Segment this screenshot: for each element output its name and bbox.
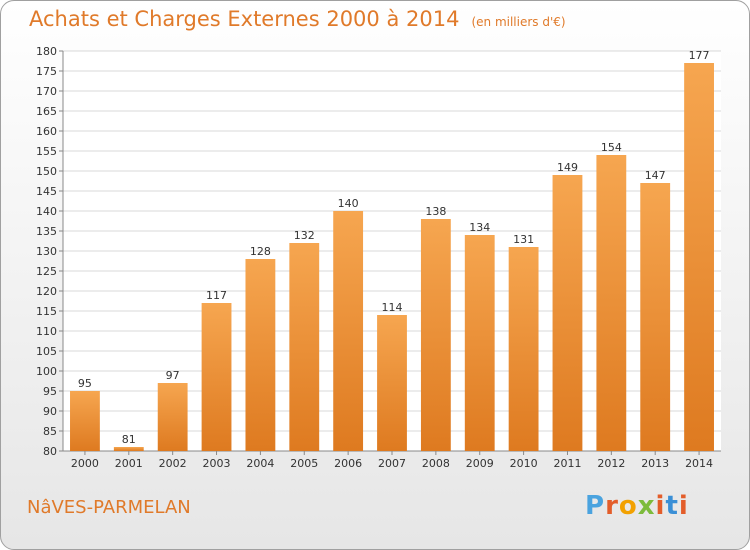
commune-name: NâVES-PARMELAN xyxy=(27,497,191,518)
data-label-2002: 97 xyxy=(166,369,180,382)
y-tick-label: 130 xyxy=(36,245,57,258)
x-tick-label-2005: 2005 xyxy=(290,457,318,470)
logo-letter: P xyxy=(585,491,606,521)
x-tick-label-2012: 2012 xyxy=(597,457,625,470)
y-tick-label: 120 xyxy=(36,285,57,298)
logo-letter: i xyxy=(678,491,689,521)
x-tick-label-2010: 2010 xyxy=(510,457,538,470)
x-tick-label-2002: 2002 xyxy=(159,457,187,470)
x-tick-label-2009: 2009 xyxy=(466,457,494,470)
y-tick-label: 95 xyxy=(43,385,57,398)
logo-letter: i xyxy=(655,491,666,521)
y-tick-label: 80 xyxy=(43,445,57,458)
bar-2007 xyxy=(377,315,407,451)
bar-2014 xyxy=(684,63,714,451)
chart-subtitle: (en milliers d'€) xyxy=(471,15,566,29)
x-tick-label-2013: 2013 xyxy=(641,457,669,470)
y-tick-label: 85 xyxy=(43,425,57,438)
y-tick-label: 180 xyxy=(36,45,57,58)
bar-2004 xyxy=(245,259,276,451)
logo-letter: o xyxy=(618,491,638,521)
x-tick-label-2000: 2000 xyxy=(71,457,99,470)
bar-2010 xyxy=(508,247,539,451)
bar-2012 xyxy=(596,155,627,451)
bar-2006 xyxy=(333,211,364,451)
data-label-2005: 132 xyxy=(294,229,315,242)
y-tick-label: 135 xyxy=(36,225,57,238)
bar-2002 xyxy=(157,383,188,451)
proxiti-logo[interactable]: Proxiti xyxy=(585,491,689,521)
data-label-2010: 131 xyxy=(513,233,534,246)
bar-2000 xyxy=(70,391,100,451)
data-label-2009: 134 xyxy=(469,221,490,234)
y-tick-label: 150 xyxy=(36,165,57,178)
x-tick-label-2001: 2001 xyxy=(115,457,143,470)
y-tick-label: 145 xyxy=(36,185,57,198)
x-tick-label-2011: 2011 xyxy=(553,457,581,470)
bar-2003 xyxy=(201,303,232,451)
x-tick-label-2008: 2008 xyxy=(422,457,450,470)
y-tick-label: 165 xyxy=(36,105,57,118)
bar-2011 xyxy=(552,175,583,451)
data-label-2004: 128 xyxy=(250,245,271,258)
y-tick-label: 175 xyxy=(36,65,57,78)
bar-2008 xyxy=(420,219,451,451)
y-tick-label: 170 xyxy=(36,85,57,98)
y-tick-label: 100 xyxy=(36,365,57,378)
data-label-2013: 147 xyxy=(645,169,666,182)
logo-letter: r xyxy=(605,491,619,521)
bar-2013 xyxy=(640,183,671,451)
y-tick-label: 160 xyxy=(36,125,57,138)
x-tick-label-2004: 2004 xyxy=(246,457,274,470)
data-label-2011: 149 xyxy=(557,161,578,174)
y-tick-label: 140 xyxy=(36,205,57,218)
data-label-2007: 114 xyxy=(382,301,403,314)
y-tick-label: 110 xyxy=(36,325,57,338)
data-label-2006: 140 xyxy=(338,197,359,210)
data-label-2000: 95 xyxy=(78,377,92,390)
x-tick-label-2007: 2007 xyxy=(378,457,406,470)
bar-2009 xyxy=(464,235,495,451)
data-label-2003: 117 xyxy=(206,289,227,302)
y-tick-label: 90 xyxy=(43,405,57,418)
data-label-2012: 154 xyxy=(601,141,622,154)
bar-2001 xyxy=(113,447,144,451)
y-tick-label: 125 xyxy=(36,265,57,278)
x-tick-label-2014: 2014 xyxy=(685,457,713,470)
chart-title: Achats et Charges Externes 2000 à 2014 xyxy=(29,7,460,31)
title-row: Achats et Charges Externes 2000 à 2014 (… xyxy=(29,7,566,31)
data-label-2008: 138 xyxy=(425,205,446,218)
x-tick-label-2003: 2003 xyxy=(203,457,231,470)
logo-letter: t xyxy=(665,491,679,521)
data-label-2001: 81 xyxy=(122,433,136,446)
y-tick-label: 155 xyxy=(36,145,57,158)
y-tick-label: 115 xyxy=(36,305,57,318)
y-tick-label: 105 xyxy=(36,345,57,358)
logo-letter: x xyxy=(637,491,656,521)
data-label-2014: 177 xyxy=(689,49,710,62)
bar-2005 xyxy=(289,243,320,451)
x-tick-label-2006: 2006 xyxy=(334,457,362,470)
